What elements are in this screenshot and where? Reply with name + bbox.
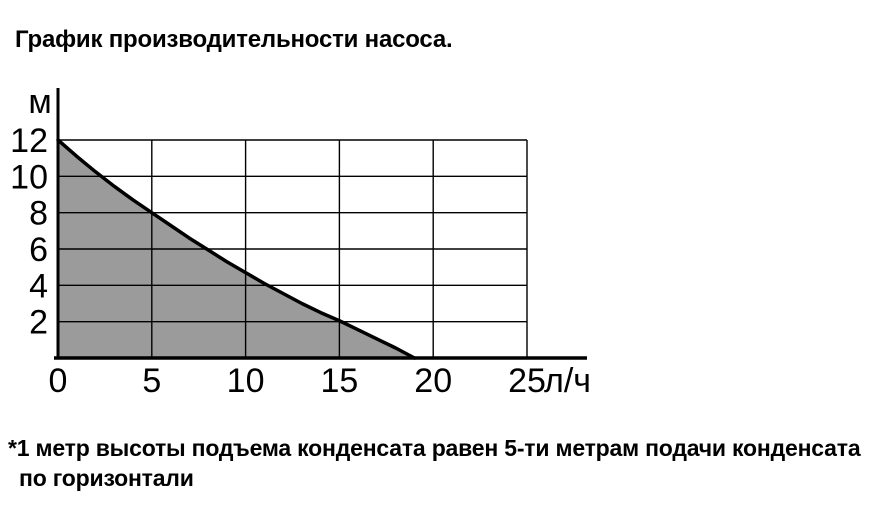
x-tick-label: 0: [49, 362, 68, 400]
y-tick-label: 12: [10, 122, 48, 160]
x-tick-label: 10: [227, 362, 265, 400]
footnote-line-1: *1 метр высоты подъема конденсата равен …: [8, 435, 861, 461]
footnote-line-2: по горизонтали: [19, 464, 194, 491]
x-tick-label: 25: [508, 362, 546, 400]
x-unit-label: л/ч: [544, 362, 591, 400]
y-tick-label: 4: [29, 267, 48, 305]
y-unit-label: м: [28, 83, 51, 121]
chart-footnote: *1 метр высоты подъема конденсата равен …: [8, 434, 861, 494]
x-tick-label: 20: [414, 362, 452, 400]
chart-title: График производительности насоса.: [15, 26, 453, 53]
x-tick-label: 5: [142, 362, 161, 400]
y-tick-label: 6: [29, 231, 48, 269]
y-tick-label: 2: [29, 304, 48, 342]
y-tick-label: 10: [10, 158, 48, 196]
performance-area: [58, 140, 415, 358]
performance-curve: [56, 138, 417, 360]
y-tick-label: 8: [29, 195, 48, 233]
x-tick-label: 15: [320, 362, 358, 400]
